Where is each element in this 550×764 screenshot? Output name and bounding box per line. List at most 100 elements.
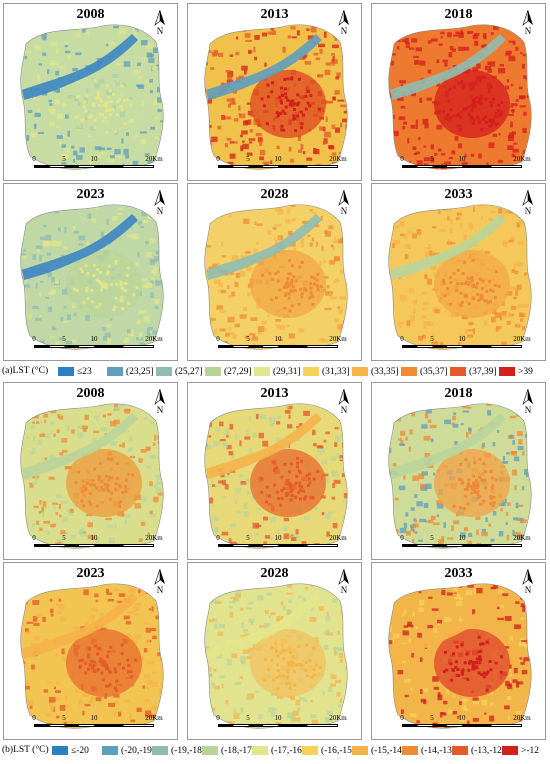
legend-swatch [58, 367, 74, 377]
scale-bar-label: 10 [458, 155, 466, 163]
legend-label: (-20,-19] [121, 746, 156, 756]
legend-swatch [352, 367, 368, 377]
scale-bar-label: 5 [62, 335, 66, 343]
scale-bar: 0 5 10 20Km [400, 155, 532, 177]
legend-item: (27,29] [205, 367, 252, 379]
north-arrow-icon: N [337, 569, 351, 595]
scale-bar-label: 5 [246, 155, 250, 163]
lst-map [20, 24, 164, 170]
legend-label: (-14,-13] [421, 746, 456, 756]
legend-swatch [152, 746, 168, 756]
legend-swatch [205, 367, 221, 377]
legend-swatch [252, 746, 268, 756]
legend-label: >39 [518, 367, 533, 377]
scale-bar-label: 10 [274, 714, 282, 722]
north-arrow-icon: N [521, 569, 535, 595]
legend-label: (31,33] [322, 367, 350, 377]
legend-label: (23,25] [126, 367, 154, 377]
map-year-label: 2013 [260, 7, 289, 22]
legend-label: (-17,-16] [271, 746, 306, 756]
scale-bar-label: 5 [246, 335, 250, 343]
scale-bar: 0 5 10 20Km [32, 155, 164, 177]
map-year-label: 2008 [76, 386, 105, 401]
scale-bar-label: 20Km [145, 714, 163, 722]
map-panel-b-2008: 2008 N 0 5 10 20Km [3, 382, 178, 560]
map-panel-a-2008: 2008 N 0 5 10 20Km [3, 3, 178, 181]
legend-swatch [202, 746, 218, 756]
scale-bar-label: 10 [274, 155, 282, 163]
legend-label: (29,31] [273, 367, 301, 377]
scale-bar-label: 0 [32, 534, 36, 542]
scale-bar-label: 10 [90, 534, 98, 542]
legend-item: >-12 [502, 746, 539, 758]
scale-bar-label: 10 [458, 714, 466, 722]
scale-bar-label: 5 [246, 534, 250, 542]
map-year-label: 2023 [76, 187, 105, 202]
scale-bar-label: 0 [216, 155, 220, 163]
legend-label: (-19,-18] [171, 746, 206, 756]
scale-bar-label: 5 [430, 714, 434, 722]
north-arrow-icon: N [153, 190, 167, 216]
scale-bar-label: 20Km [145, 335, 163, 343]
lst-map [20, 204, 164, 350]
legend-label: (-16,-15] [321, 746, 356, 756]
legend-swatch [352, 746, 368, 756]
scale-bar-label: 20Km [145, 534, 163, 542]
legend-item: (23,25] [107, 367, 154, 379]
legend-item: >39 [499, 367, 533, 379]
legend-swatch [156, 367, 172, 377]
north-arrow-icon: N [153, 10, 167, 36]
scale-bar: 0 5 10 20Km [32, 714, 164, 736]
legend-item: (33,35] [352, 367, 399, 379]
scale-bar-label: 0 [400, 714, 404, 722]
scale-bar-label: 0 [32, 335, 36, 343]
north-label: N [156, 585, 164, 595]
legend-swatch [502, 746, 518, 756]
scale-bar-label: 20Km [329, 534, 347, 542]
scale-bar: 0 5 10 20Km [216, 534, 348, 556]
scale-bar-label: 10 [458, 335, 466, 343]
scale-bar-label: 0 [216, 534, 220, 542]
legend-item: (-14,-13] [402, 746, 455, 758]
north-label: N [156, 26, 164, 36]
map-year-label: 2018 [444, 7, 473, 22]
scale-bar-label: 0 [32, 714, 36, 722]
scale-bar-label: 5 [62, 714, 66, 722]
lst-map [204, 403, 348, 549]
lst-map [20, 583, 164, 729]
legend-swatch [302, 746, 318, 756]
legend-item: (37,39] [450, 367, 497, 379]
map-panel-a-2028: 2028 N 0 5 10 20Km [187, 183, 362, 361]
map-panel-b-2018: 2018 N 0 5 10 20Km [371, 382, 546, 560]
scale-bar: 0 5 10 20Km [216, 714, 348, 736]
legend-swatch [499, 367, 515, 377]
scale-bar-label: 20Km [513, 714, 531, 722]
legend-item: (-20,-19] [102, 746, 155, 758]
legend-swatch [52, 746, 68, 756]
lst-map [388, 24, 532, 170]
lst-map [204, 583, 348, 729]
north-arrow-icon: N [521, 389, 535, 415]
scale-bar-label: 10 [458, 534, 466, 542]
legend-item: (29,31] [254, 367, 301, 379]
scale-bar: 0 5 10 20Km [32, 335, 164, 357]
scale-bar: 0 5 10 20Km [400, 714, 532, 736]
legend-swatch [254, 367, 270, 377]
scale-bar-label: 20Km [145, 155, 163, 163]
lst-map [204, 24, 348, 170]
legend-swatch [450, 367, 466, 377]
scale-bar-label: 10 [90, 335, 98, 343]
lst-map [388, 204, 532, 350]
map-year-label: 2033 [444, 187, 473, 202]
map-year-label: 2028 [260, 566, 289, 581]
north-label: N [524, 585, 532, 595]
legend-label: (37,39] [469, 367, 497, 377]
legend-b-title: (b)LST (°C) [2, 745, 49, 755]
legend-swatch [102, 746, 118, 756]
scale-bar-label: 5 [62, 155, 66, 163]
north-label: N [524, 206, 532, 216]
scale-bar-label: 5 [430, 534, 434, 542]
scale-bar-label: 0 [216, 714, 220, 722]
legend-item: (35,37] [401, 367, 448, 379]
legend-a-title: (a)LST (°C) [2, 366, 49, 376]
